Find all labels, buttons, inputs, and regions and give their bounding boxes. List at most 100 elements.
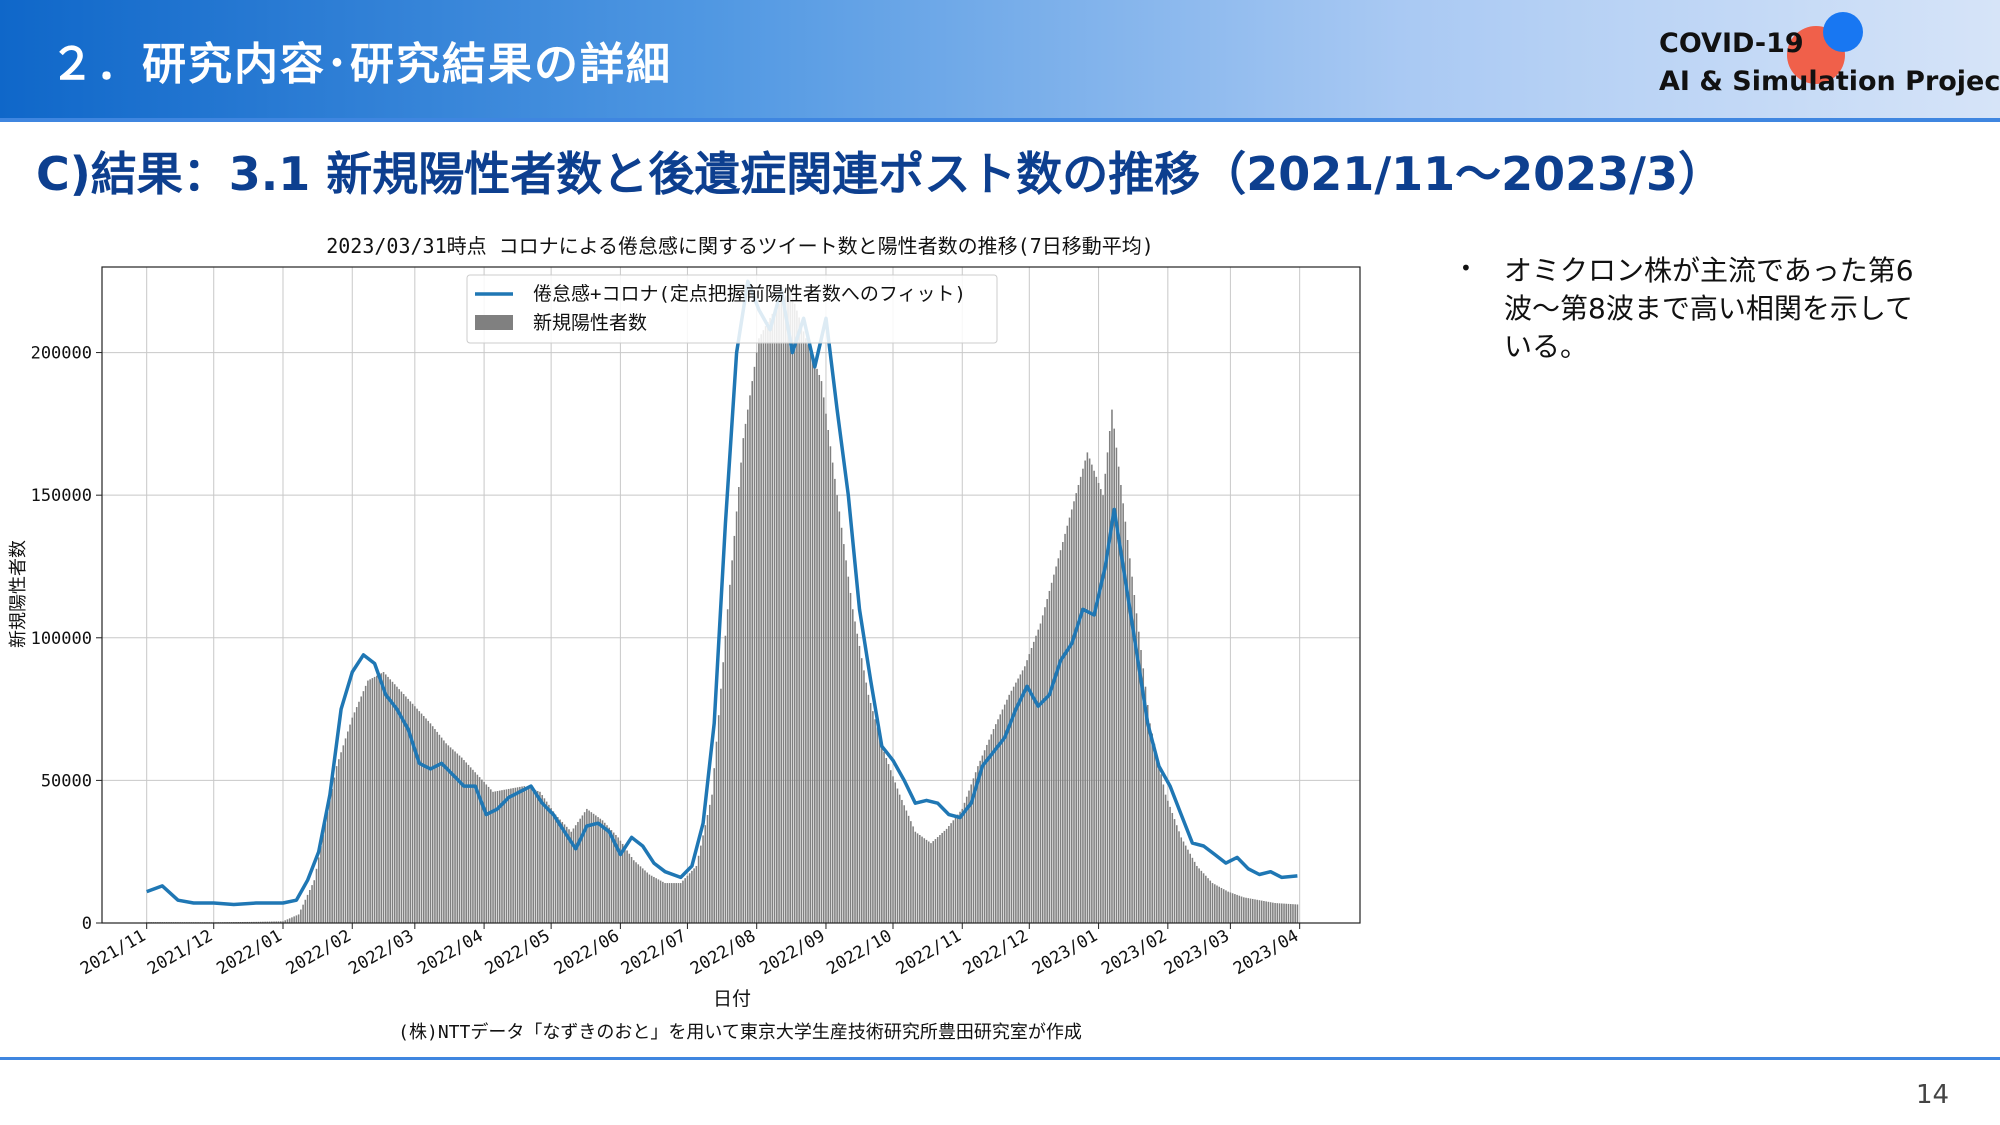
bar: [836, 495, 838, 923]
bar: [1075, 493, 1077, 923]
bar: [264, 921, 266, 923]
bar: [612, 832, 615, 923]
bar: [733, 535, 736, 923]
bar: [554, 814, 557, 923]
bar: [1236, 894, 1238, 923]
y-tick-label: 200000: [31, 344, 92, 364]
bar: [916, 833, 919, 923]
bar: [802, 331, 805, 923]
bar: [1084, 460, 1086, 923]
y-tick-label: 100000: [31, 629, 92, 649]
y-axis-ticks: 0 50000 100000 150000 200000: [31, 344, 102, 934]
bar: [691, 870, 693, 923]
bar: [867, 694, 870, 923]
bar: [753, 366, 756, 923]
bar: [1064, 533, 1066, 923]
bar: [628, 853, 631, 923]
bar: [528, 787, 530, 923]
bar: [722, 662, 724, 923]
bar: [1173, 819, 1176, 923]
bar: [521, 786, 523, 923]
bar: [362, 691, 365, 923]
chart-bars: [145, 289, 1299, 924]
bar: [378, 674, 380, 923]
bar: [494, 791, 497, 923]
bar: [548, 804, 550, 923]
bar: [369, 679, 371, 923]
bar: [481, 779, 483, 923]
bar: [650, 875, 653, 923]
bar: [382, 672, 385, 923]
bar: [950, 823, 952, 923]
bar: [311, 885, 313, 923]
bar: [700, 845, 702, 923]
bar: [939, 834, 941, 923]
bar: [610, 830, 613, 923]
bar: [472, 769, 474, 923]
bar: [1100, 489, 1102, 923]
bar: [458, 755, 461, 923]
bar: [1086, 452, 1089, 923]
bar: [519, 786, 521, 923]
bar: [1254, 899, 1256, 923]
logo-text-project: AI & Simulation Project: [1659, 66, 2000, 97]
bar: [903, 805, 905, 923]
x-tick-label: 2022/03: [345, 926, 417, 979]
bar: [688, 873, 691, 923]
bar: [514, 787, 517, 923]
bar: [1015, 682, 1017, 923]
bar: [1146, 705, 1149, 923]
bar: [814, 362, 816, 923]
bar: [516, 787, 519, 923]
bar: [1178, 831, 1180, 923]
bar: [452, 749, 454, 923]
bar: [630, 856, 633, 923]
bar: [429, 723, 432, 923]
bar: [364, 685, 367, 923]
bar: [1175, 825, 1178, 923]
bar: [599, 818, 602, 923]
bar: [641, 868, 644, 923]
bar: [829, 446, 832, 923]
bar: [277, 921, 280, 923]
x-tick-label: 2023/02: [1098, 926, 1170, 979]
bar: [1122, 503, 1124, 923]
bar: [831, 462, 834, 923]
bar: [881, 743, 883, 923]
bar: [1169, 806, 1171, 923]
bar: [834, 478, 836, 923]
bar: [463, 760, 465, 923]
bar: [431, 726, 434, 923]
bar: [1035, 635, 1037, 923]
bar: [530, 788, 532, 923]
bar: [633, 860, 635, 923]
bar: [755, 352, 758, 923]
bar: [1057, 558, 1060, 923]
bar: [1030, 647, 1033, 923]
bar: [854, 621, 856, 923]
bar: [1222, 889, 1225, 923]
bar: [1243, 897, 1245, 923]
bar: [449, 747, 452, 923]
bar: [778, 304, 780, 923]
bar: [1187, 849, 1189, 923]
bar: [952, 820, 955, 923]
bar: [1245, 897, 1247, 923]
bar: [559, 819, 561, 923]
bar: [887, 764, 890, 923]
bar: [597, 817, 599, 923]
bar: [1229, 892, 1232, 923]
bar: [731, 560, 733, 923]
x-tick-label: 2022/09: [756, 926, 828, 979]
bar: [317, 857, 320, 923]
bar: [300, 909, 302, 923]
bar: [997, 719, 999, 923]
bar: [1274, 903, 1276, 923]
bar: [411, 703, 414, 923]
bar: [574, 825, 577, 923]
bar: [306, 894, 309, 923]
bar: [959, 811, 961, 923]
bar: [1008, 694, 1010, 923]
bar: [425, 718, 427, 923]
bar: [677, 883, 680, 923]
